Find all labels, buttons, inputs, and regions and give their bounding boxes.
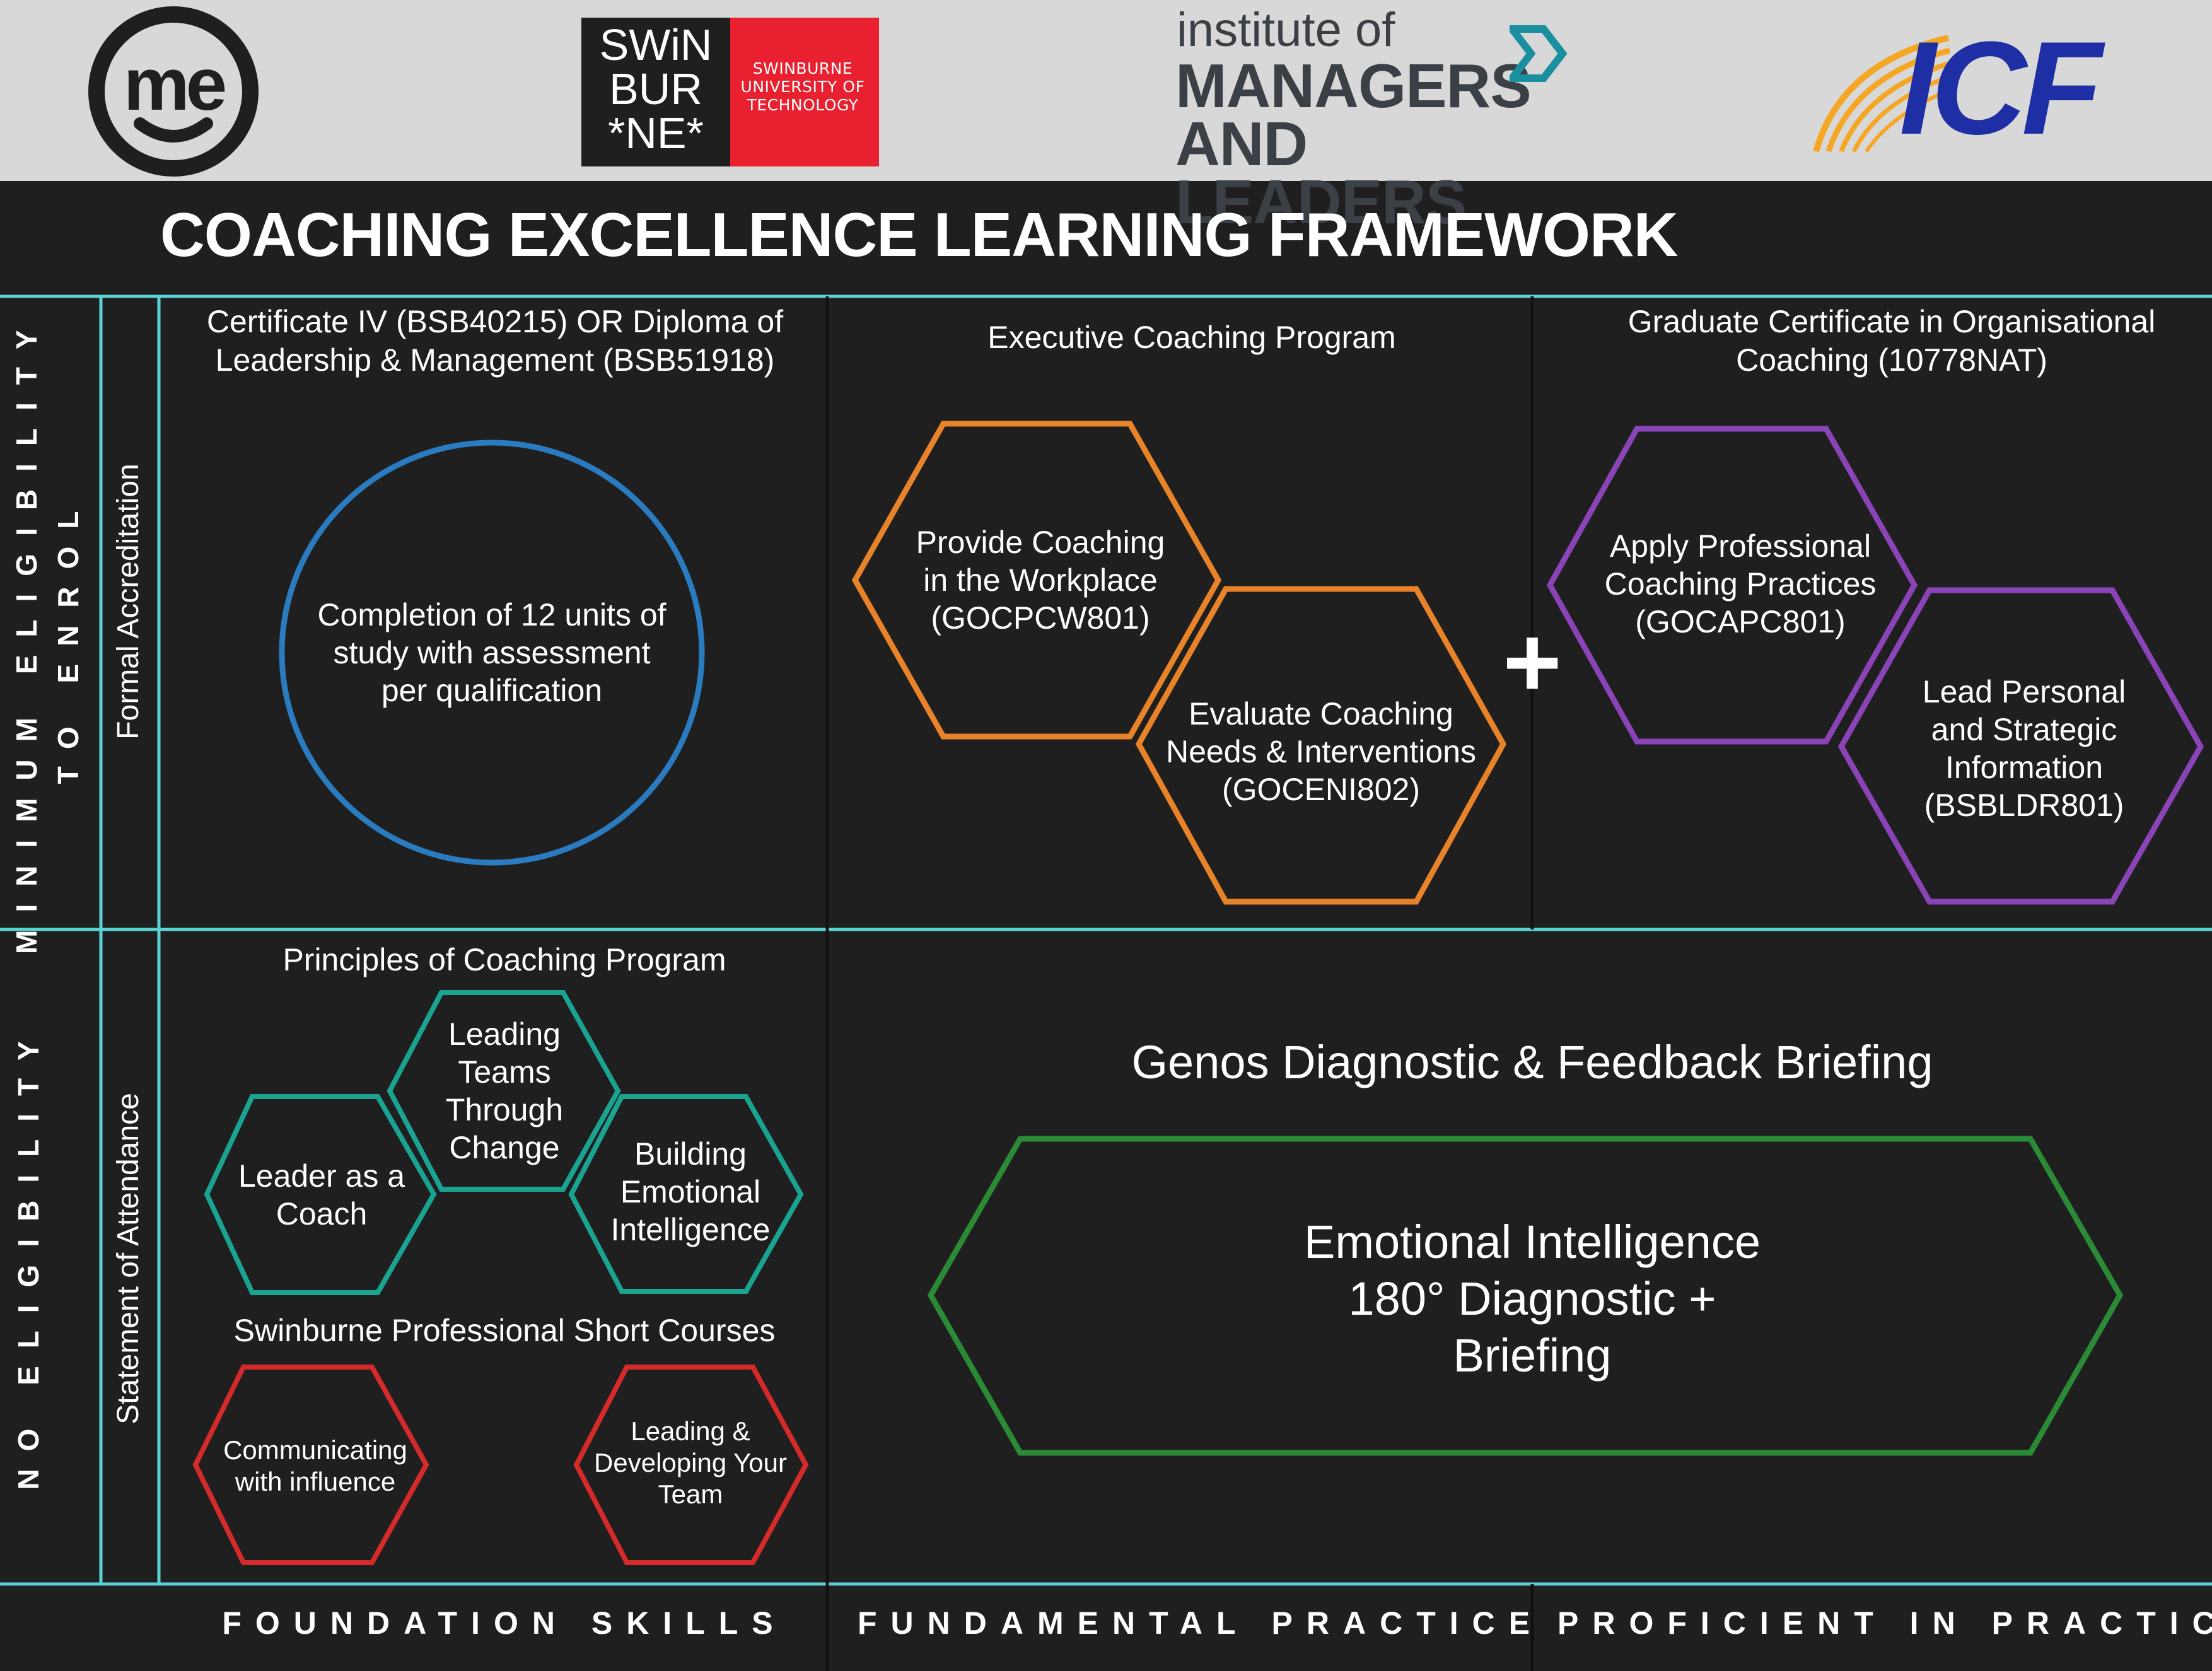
heading-short-courses: Swinburne Professional Short Courses [233, 1313, 776, 1348]
icf-logo-text: ICF [1899, 14, 2102, 162]
hex-lead-personal: Lead Personal and Strategic Information … [1922, 674, 2126, 823]
heading-principles: Principles of Coaching Program [282, 942, 726, 977]
hex-leading-teams: Leading Teams Through Change [445, 1016, 564, 1165]
hex-building-emotional: Building Emotional Intelligence [610, 1136, 771, 1247]
genos-diagnostic-text: Emotional Intelligence 180° Diagnostic +… [1304, 1216, 1761, 1382]
hex-leader-as-coach: Leader as a Coach [238, 1158, 405, 1231]
heading-genos: Genos Diagnostic & Feedback Briefing [1131, 1036, 1933, 1088]
swinburne-wordmark-line1: SWiN [599, 20, 713, 69]
swinburne-logo [581, 18, 879, 166]
completion-circle-text: Completion of 12 units of study with ass… [317, 597, 667, 708]
footer-foundation-skills: FOUNDATION SKILLS [222, 1605, 787, 1641]
page-title: COACHING EXCELLENCE LEARNING FRAMEWORK [160, 200, 1679, 269]
icf-swoosh-icon [1803, 25, 1955, 158]
swinburne-wordmark: SWiN BUR *NE* [581, 23, 730, 155]
heading-graduate-certificate: Graduate Certificate in Organisational C… [1627, 304, 2156, 378]
hex-communicating: Communicating with influence [223, 1435, 407, 1496]
me-logo: me [88, 6, 259, 177]
swinburne-wordmark-line2: BUR [609, 64, 702, 114]
swinburne-name: SWINBURNE UNIVERSITY OF TECHNOLOGY [740, 59, 865, 114]
me-logo-text: me [123, 43, 228, 126]
heading-certificate-diploma: Certificate IV (BSB40215) OR Diploma of … [206, 304, 784, 378]
iml-logo-bottom: MANAGERS AND LEADERS [1175, 51, 1532, 236]
completion-circle [279, 440, 705, 866]
hex-apply-professional: Apply Professional Coaching Practices (G… [1604, 528, 1877, 639]
footer-proficient-in-practice: PROFICIENT IN PRACTICE [1557, 1605, 2212, 1641]
swinburne-wordmark-line3: *NE* [608, 108, 704, 158]
plus-sign: + [1503, 605, 1562, 718]
hex-leading-developing: Leading & Developing Your Team [594, 1416, 787, 1509]
iml-logo-top: institute of [1177, 3, 1395, 57]
iml-chevron-icon [1510, 25, 1573, 82]
footer-fundamental-practice: FUNDAMENTAL PRACTICE [858, 1605, 1544, 1641]
heading-executive-coaching: Executive Coaching Program [987, 320, 1396, 355]
hex-evaluate-coaching: Evaluate Coaching Needs & Interventions … [1166, 696, 1476, 807]
hex-provide-coaching: Provide Coaching in the Workplace (GOCPC… [916, 525, 1165, 636]
